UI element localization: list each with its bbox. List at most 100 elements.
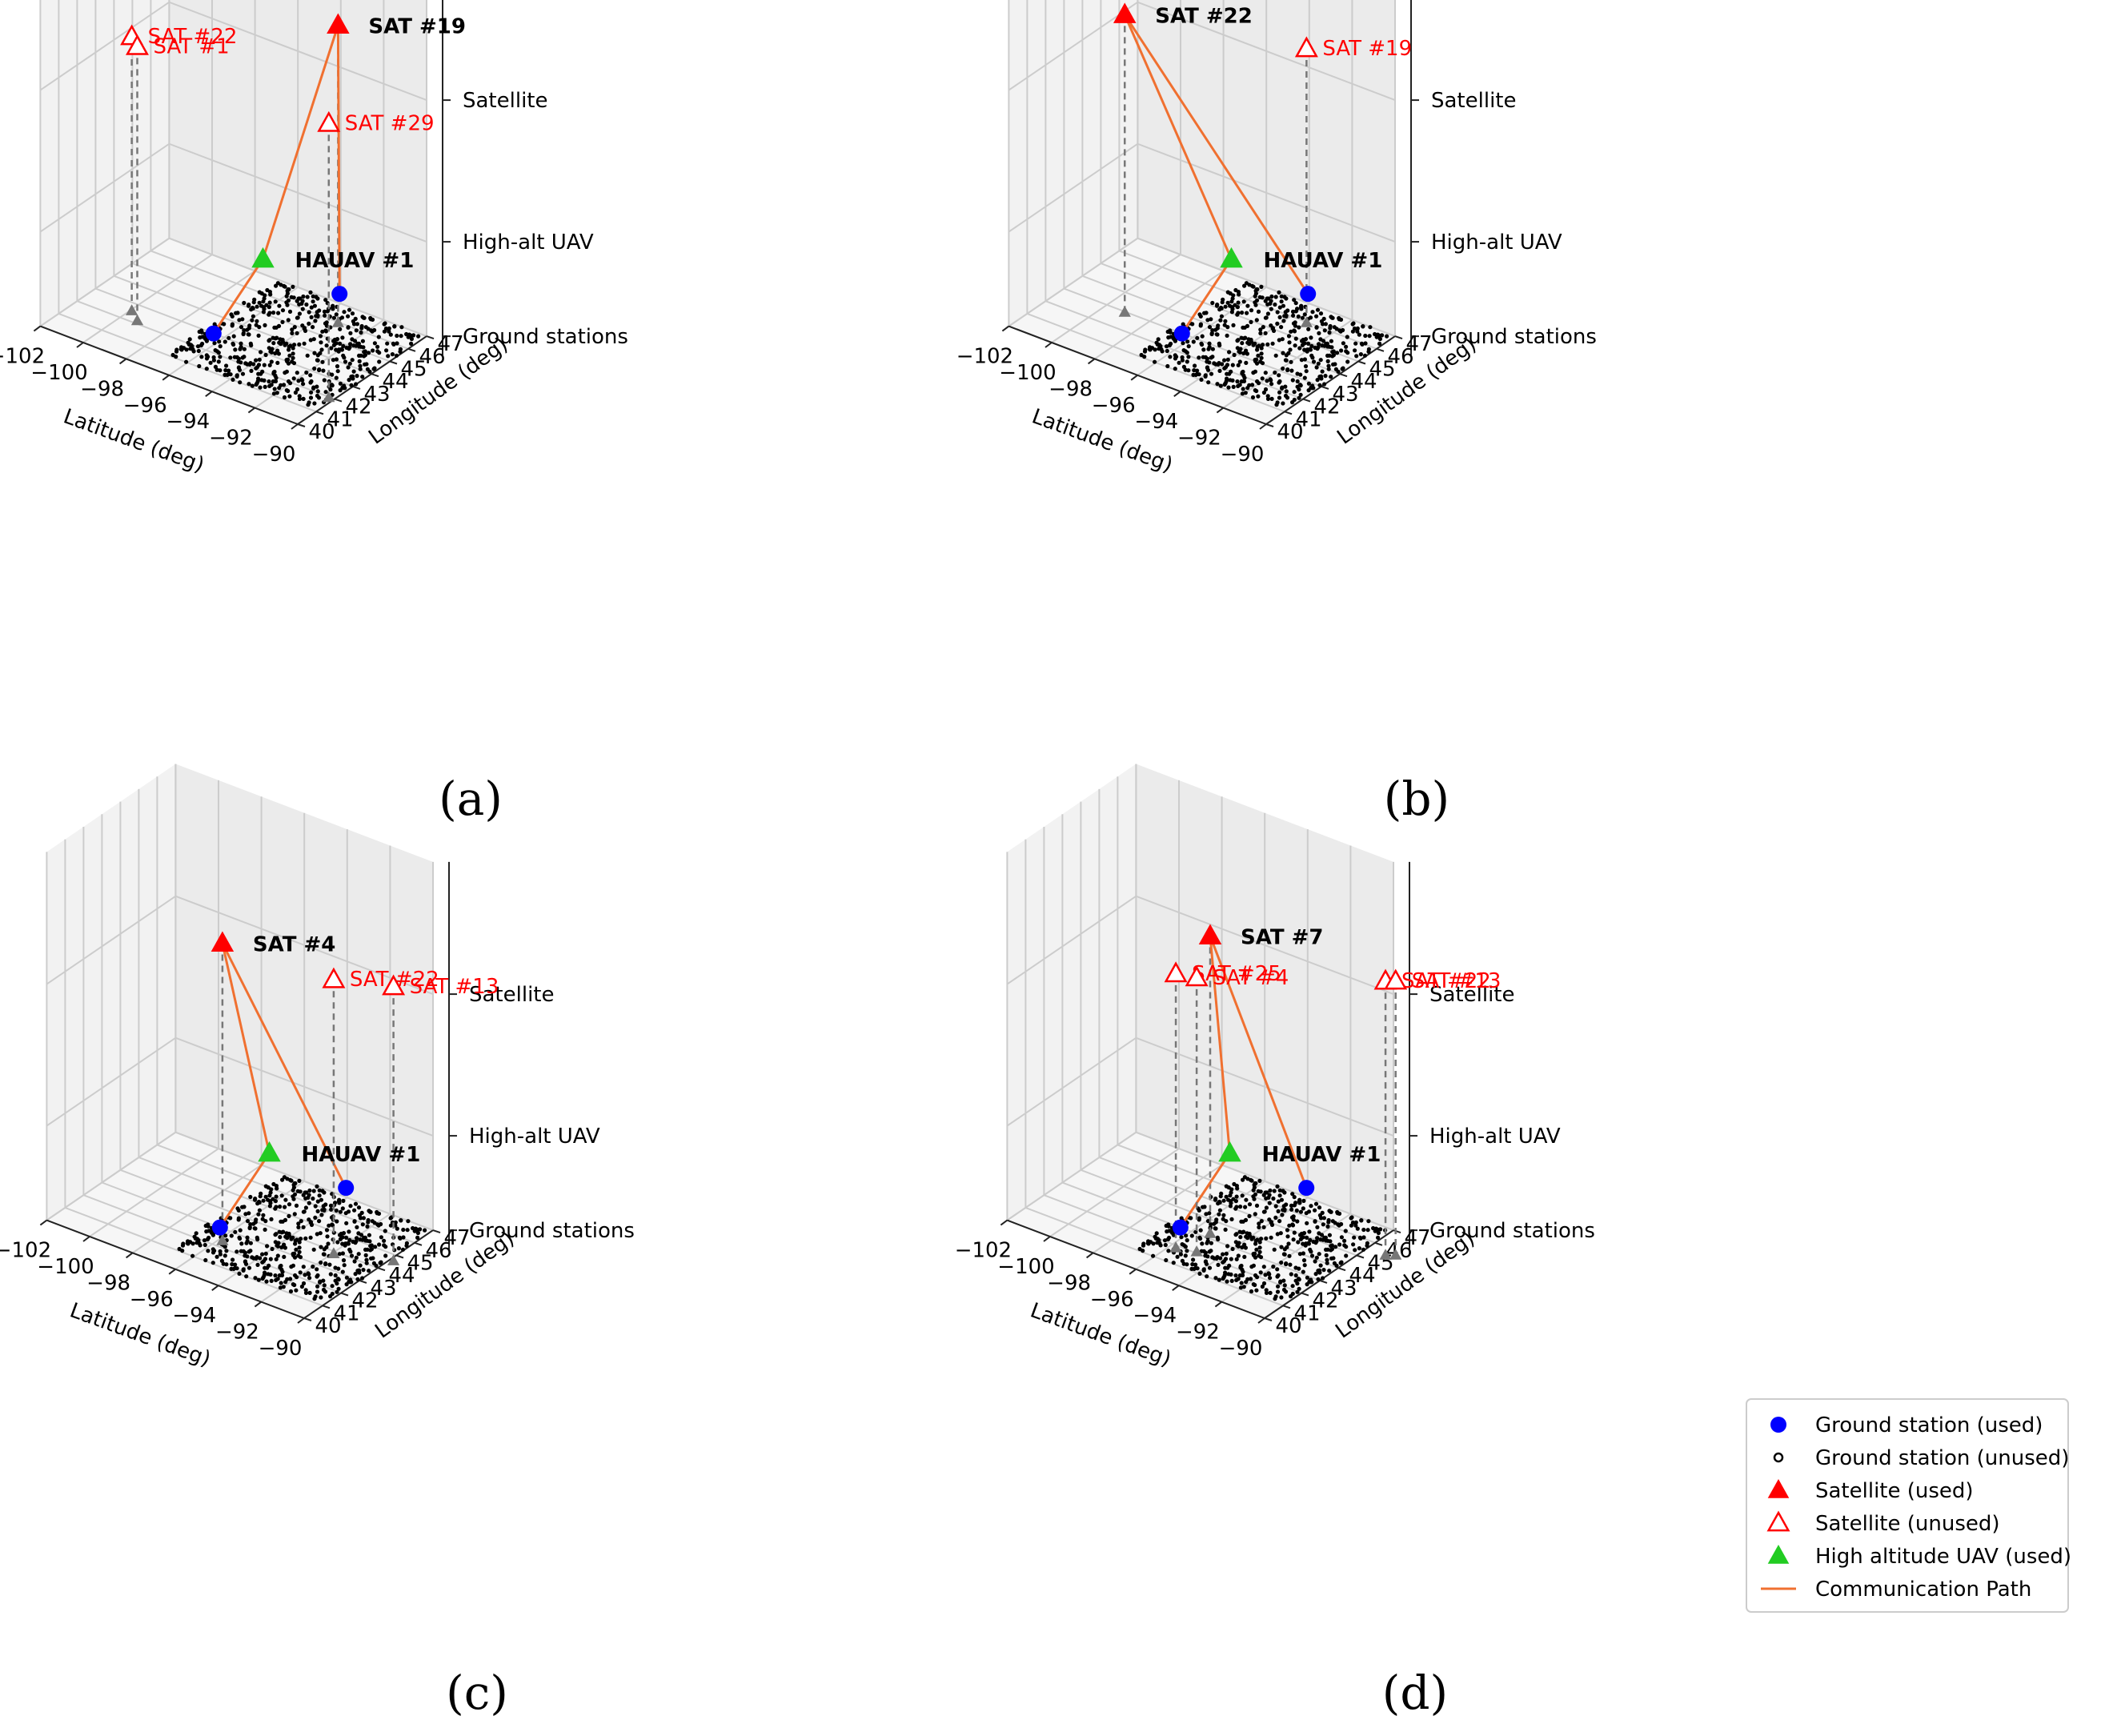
ground-station-unused bbox=[368, 1244, 373, 1249]
ground-station-unused bbox=[1378, 1227, 1383, 1232]
ground-station-unused bbox=[328, 1272, 333, 1277]
ground-station-unused bbox=[1280, 385, 1285, 390]
ground-station-unused bbox=[278, 337, 283, 342]
ground-station-unused bbox=[369, 1247, 374, 1252]
x-tick bbox=[291, 423, 299, 430]
ground-station-unused bbox=[1181, 348, 1186, 353]
ground-station-unused bbox=[1270, 341, 1275, 346]
ground-station-unused bbox=[1292, 298, 1297, 303]
ground-station-unused bbox=[358, 1263, 363, 1268]
ground-station-unused bbox=[1216, 1201, 1221, 1206]
ground-station-unused bbox=[1297, 1252, 1302, 1257]
ground-station-unused bbox=[233, 347, 238, 352]
projection-marker bbox=[1379, 1249, 1392, 1260]
ground-station-unused bbox=[1240, 311, 1245, 315]
ground-station-unused bbox=[1247, 283, 1252, 287]
ground-station-unused bbox=[322, 309, 327, 314]
ground-station-unused bbox=[278, 1235, 283, 1240]
ground-station-unused bbox=[235, 1206, 240, 1211]
ground-station-unused bbox=[342, 310, 347, 315]
ground-station-unused bbox=[317, 367, 322, 372]
y-tick bbox=[1394, 335, 1403, 340]
x-tick bbox=[1085, 1252, 1094, 1259]
ground-station-unused bbox=[359, 330, 363, 335]
ground-station-unused bbox=[415, 1230, 421, 1236]
ground-station-unused bbox=[297, 1240, 302, 1245]
ground-station-unused bbox=[1241, 299, 1246, 304]
ground-station-unused bbox=[1284, 389, 1289, 394]
ground-station-unused bbox=[279, 383, 283, 387]
ground-station-unused bbox=[359, 1233, 364, 1237]
ground-station-unused bbox=[1255, 344, 1260, 349]
ground-station-unused bbox=[1279, 1245, 1284, 1249]
ground-station-unused bbox=[398, 347, 403, 351]
ground-station-unused bbox=[322, 1208, 327, 1213]
ground-station-unused bbox=[323, 1289, 328, 1294]
ground-station-unused bbox=[300, 378, 305, 383]
ground-station-unused bbox=[1276, 1284, 1281, 1289]
ground-station-unused bbox=[307, 1272, 311, 1277]
x-tick-label: −100 bbox=[999, 361, 1056, 385]
legend-satellite-used-icon bbox=[1767, 1479, 1790, 1498]
ground-station-unused bbox=[1198, 322, 1203, 327]
z-tick-label: Satellite bbox=[469, 983, 555, 1007]
ground-station-used bbox=[331, 286, 348, 303]
ground-station-unused bbox=[1273, 295, 1278, 299]
ground-station-unused bbox=[1216, 1237, 1221, 1242]
satellite-unused-marker bbox=[1164, 961, 1188, 983]
ground-station-unused bbox=[365, 1238, 370, 1243]
x-tick bbox=[1087, 358, 1096, 365]
ground-station-unused bbox=[1339, 1221, 1344, 1227]
ground-station-unused bbox=[290, 331, 295, 335]
ground-station-unused bbox=[1358, 352, 1363, 357]
x-tick bbox=[162, 374, 170, 381]
ground-station-unused bbox=[1281, 303, 1285, 308]
ground-station-unused bbox=[267, 383, 272, 388]
ground-station-unused bbox=[323, 390, 328, 395]
ground-station-unused bbox=[305, 295, 310, 299]
ground-station-unused bbox=[1158, 343, 1163, 349]
y-tick bbox=[340, 1292, 349, 1297]
ground-station-unused bbox=[379, 1221, 383, 1227]
ground-station-unused bbox=[273, 379, 279, 383]
ground-station-unused bbox=[298, 296, 303, 301]
ground-station-unused bbox=[1205, 1241, 1209, 1245]
ground-station-unused bbox=[335, 1277, 341, 1281]
ground-station-unused bbox=[238, 1228, 243, 1233]
ground-station-unused bbox=[387, 326, 391, 331]
ground-station-unused bbox=[1269, 294, 1274, 299]
y-tick bbox=[297, 423, 306, 427]
z-tick-label: High-alt UAV bbox=[463, 231, 594, 255]
ground-station-unused bbox=[233, 1262, 238, 1267]
ground-station-unused bbox=[271, 341, 276, 346]
ground-station-unused bbox=[299, 1237, 303, 1241]
ground-station-unused bbox=[338, 1237, 343, 1241]
ground-station-unused bbox=[1223, 319, 1228, 323]
x-tick bbox=[1130, 374, 1138, 381]
ground-station-unused bbox=[341, 343, 346, 348]
ground-station-unused bbox=[1234, 1257, 1239, 1261]
ground-station-unused bbox=[227, 368, 231, 373]
ground-station-unused bbox=[280, 1219, 285, 1224]
ground-station-unused bbox=[1225, 1279, 1229, 1284]
ground-station-unused bbox=[1169, 335, 1173, 339]
ground-station-unused bbox=[1219, 314, 1224, 319]
ground-station-unused bbox=[1215, 303, 1220, 307]
ground-station-unused bbox=[334, 312, 339, 317]
ground-station-unused bbox=[1269, 1235, 1273, 1240]
ground-station-unused bbox=[304, 302, 309, 307]
ground-station-unused bbox=[236, 365, 242, 370]
ground-station-unused bbox=[1181, 1261, 1186, 1266]
ground-station-unused bbox=[251, 314, 255, 319]
ground-station-unused bbox=[1229, 299, 1234, 304]
ground-station-unused bbox=[1202, 311, 1207, 315]
ground-station-unused bbox=[282, 383, 287, 387]
ground-station-unused bbox=[1221, 297, 1225, 302]
ground-station-unused bbox=[346, 314, 351, 319]
ground-station-unused bbox=[1210, 328, 1215, 333]
ground-station-unused bbox=[388, 1216, 393, 1221]
ground-station-unused bbox=[1300, 343, 1305, 347]
ground-station-unused bbox=[1297, 383, 1303, 387]
ground-station-unused bbox=[347, 1237, 352, 1242]
